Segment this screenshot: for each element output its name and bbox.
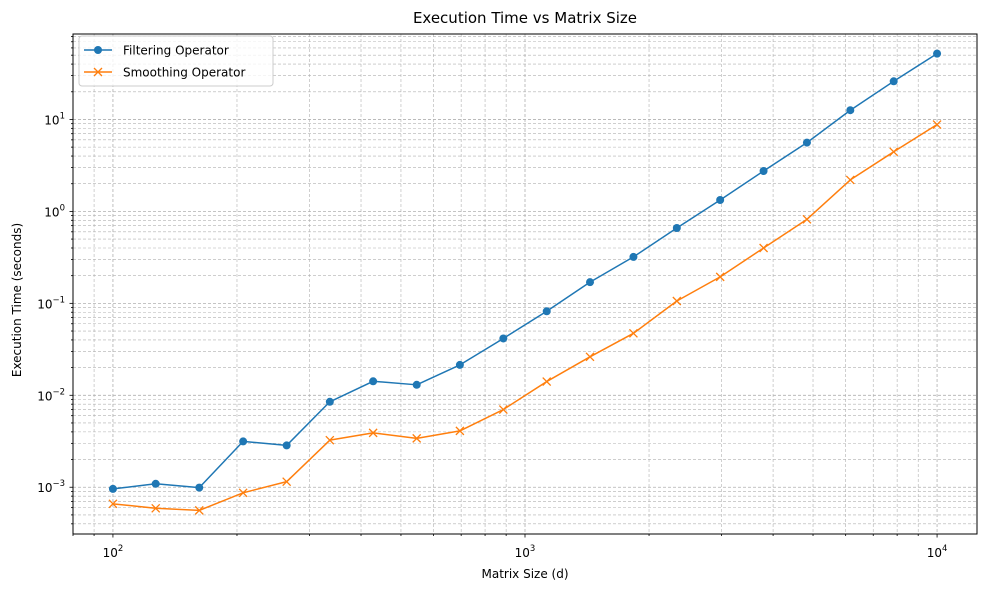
data-point-circle bbox=[369, 377, 378, 386]
y-axis-label: Execution Time (seconds) bbox=[10, 223, 24, 377]
data-point-circle bbox=[108, 484, 117, 493]
series-line-0 bbox=[112, 52, 938, 490]
data-point-circle bbox=[629, 252, 638, 261]
axis-ticks: 102 103 104 10−3 10−2 10−1 100 101 bbox=[37, 36, 947, 560]
series-layer bbox=[108, 49, 942, 515]
data-point-x bbox=[628, 328, 638, 338]
y-tick-label: 10−1 bbox=[37, 295, 65, 311]
legend: Filtering Operator Smoothing Operator bbox=[78, 35, 274, 87]
legend-entry-smoothing: Smoothing Operator bbox=[84, 66, 245, 80]
legend-label-smoothing: Smoothing Operator bbox=[123, 66, 245, 80]
data-point-x bbox=[238, 488, 248, 498]
grid bbox=[72, 34, 977, 534]
series-line-1 bbox=[112, 123, 938, 512]
data-point-circle bbox=[239, 437, 248, 446]
y-tick-label: 100 bbox=[44, 203, 65, 219]
legend-label-filtering: Filtering Operator bbox=[123, 44, 229, 58]
data-point-x bbox=[325, 435, 335, 445]
data-point-circle bbox=[933, 49, 942, 58]
data-point-x bbox=[368, 428, 378, 438]
data-point-x bbox=[672, 296, 682, 306]
x-axis-label: Matrix Size (d) bbox=[481, 567, 568, 581]
data-point-circle bbox=[759, 167, 768, 176]
data-point-circle bbox=[151, 479, 160, 488]
legend-marker-x-icon bbox=[93, 67, 103, 77]
data-point-x bbox=[151, 503, 161, 513]
data-point-x bbox=[455, 426, 465, 436]
y-tick-label: 10−3 bbox=[37, 479, 65, 495]
data-point-x bbox=[194, 505, 204, 515]
data-point-x bbox=[542, 377, 552, 387]
data-point-x bbox=[845, 175, 855, 185]
data-point-circle bbox=[846, 106, 855, 115]
x-tick-label: 104 bbox=[927, 544, 948, 560]
legend-box bbox=[78, 35, 274, 87]
legend-marker-circle-icon bbox=[94, 46, 102, 54]
data-point-circle bbox=[455, 360, 464, 369]
data-point-x bbox=[498, 405, 508, 414]
data-point-circle bbox=[195, 483, 204, 492]
data-point-x bbox=[715, 272, 725, 282]
data-point-circle bbox=[672, 223, 681, 232]
data-point-x bbox=[932, 120, 942, 130]
data-point-circle bbox=[889, 77, 898, 86]
data-point-x bbox=[108, 499, 118, 509]
x-tick-label: 102 bbox=[103, 544, 124, 560]
data-point-circle bbox=[282, 441, 291, 450]
y-tick-label: 10−2 bbox=[37, 387, 65, 403]
chart-title: Execution Time vs Matrix Size bbox=[413, 9, 637, 27]
y-tick-label: 101 bbox=[44, 111, 65, 127]
data-point-x bbox=[282, 477, 292, 487]
data-point-x bbox=[889, 147, 899, 157]
data-point-circle bbox=[802, 138, 811, 147]
data-point-x bbox=[802, 214, 812, 224]
legend-entry-filtering: Filtering Operator bbox=[84, 44, 229, 58]
data-point-x bbox=[585, 352, 595, 362]
data-point-x bbox=[759, 243, 769, 253]
data-point-circle bbox=[716, 196, 725, 205]
data-point-circle bbox=[542, 307, 551, 316]
data-point-circle bbox=[325, 397, 334, 406]
data-point-circle bbox=[412, 380, 421, 389]
x-tick-label: 103 bbox=[515, 544, 536, 560]
data-point-x bbox=[412, 433, 422, 443]
data-point-circle bbox=[499, 334, 508, 343]
data-point-circle bbox=[586, 278, 595, 287]
